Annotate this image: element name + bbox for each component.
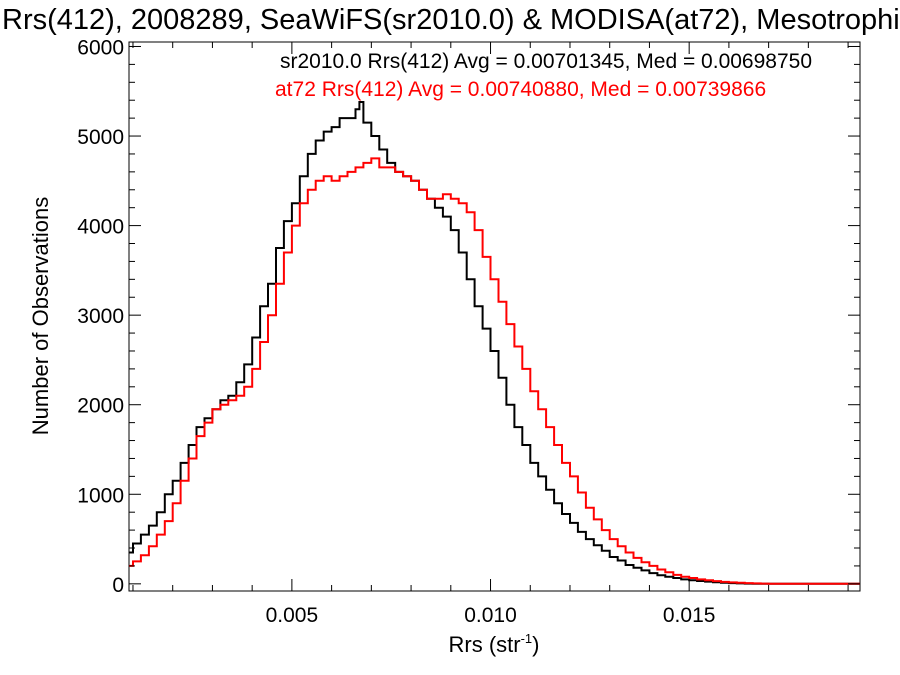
y-axis-label: Number of Observations xyxy=(28,197,53,435)
y-tick-label: 0 xyxy=(112,574,124,597)
chart-title: Rrs(412), 2008289, SeaWiFS(sr2010.0) & M… xyxy=(2,4,900,36)
x-tick-label: 0.015 xyxy=(663,604,716,627)
y-tick-label: 5000 xyxy=(77,126,124,149)
y-tick-label: 6000 xyxy=(77,36,124,59)
series-layer xyxy=(129,101,860,585)
y-tick-label: 4000 xyxy=(77,216,124,239)
x-tick-label: 0.010 xyxy=(464,604,517,627)
tick-layer: 0.005 0.010 0.015 0 1000 2000 3000 4000 5000 6000 xyxy=(77,36,860,627)
y-tick-label: 2000 xyxy=(77,395,124,418)
y-tick-label: 3000 xyxy=(77,305,124,328)
y-tick-label: 1000 xyxy=(77,484,124,507)
plot-area: 0.005 0.010 0.015 0 1000 2000 3000 4000 5000 6000 xyxy=(77,36,861,627)
annotation-at72: at72 Rrs(412) Avg = 0.00740880, Med = 0.… xyxy=(275,78,766,101)
series-line-sr2010 xyxy=(129,101,860,585)
plot-frame xyxy=(128,41,861,592)
series-line-at72 xyxy=(129,157,860,585)
annotation-sr2010: sr2010.0 Rrs(412) Avg = 0.00701345, Med … xyxy=(280,50,812,73)
x-tick-label: 0.005 xyxy=(266,604,319,627)
x-axis-label: Rrs (str-1) xyxy=(449,631,540,657)
